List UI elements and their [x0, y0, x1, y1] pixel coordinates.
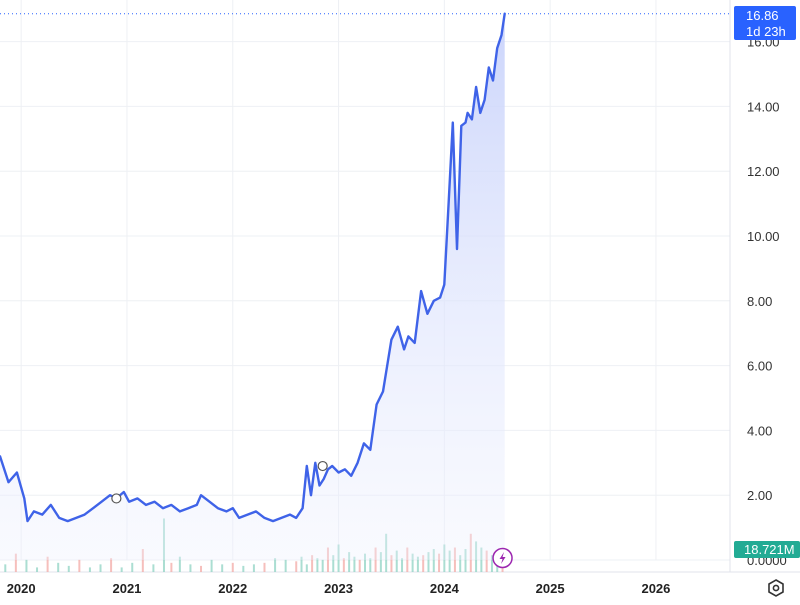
volume-bar — [490, 555, 493, 572]
x-tick-label: 2025 — [536, 581, 565, 596]
volume-bar — [242, 565, 245, 572]
volume-bar — [427, 552, 430, 572]
bar-countdown: 1d 23h — [746, 24, 786, 39]
volume-bar — [348, 552, 351, 572]
volume-bar — [401, 558, 404, 572]
volume-bar — [221, 564, 224, 572]
y-tick-label: 2.00 — [747, 488, 772, 503]
event-marker-icon[interactable] — [317, 460, 328, 472]
volume-bar — [170, 562, 173, 572]
volume-bar — [358, 559, 361, 572]
settings-button[interactable] — [766, 578, 786, 598]
volume-bar — [379, 552, 382, 572]
volume-bar — [411, 553, 414, 572]
volume-bar — [395, 550, 398, 572]
volume-tag: 18.721M — [734, 541, 800, 558]
x-tick-label: 2024 — [430, 581, 460, 596]
volume-bar — [316, 558, 319, 572]
y-tick-label: 10.00 — [747, 229, 780, 244]
x-tick-label: 2020 — [7, 581, 36, 596]
volume-bar — [369, 558, 372, 572]
volume-bar — [364, 553, 366, 572]
volume-bar — [438, 553, 441, 572]
volume-bar — [464, 549, 467, 572]
event-marker-icon[interactable] — [111, 493, 122, 504]
x-tick-label: 2021 — [112, 581, 141, 596]
volume-bar — [36, 567, 39, 572]
x-tick-label: 2022 — [218, 581, 247, 596]
y-tick-label: 6.00 — [747, 359, 772, 374]
volume-bar — [321, 559, 324, 572]
volume-bar — [274, 558, 277, 572]
volume-bar — [422, 555, 425, 572]
volume-bar — [88, 567, 91, 572]
x-tick-label: 2023 — [324, 581, 353, 596]
volume-bar — [416, 556, 419, 572]
volume-bar — [390, 555, 393, 572]
volume-bar — [284, 559, 287, 572]
volume-bar — [189, 564, 192, 572]
volume-bar — [57, 562, 60, 572]
volume-bar — [332, 555, 335, 572]
x-tick-label: 2026 — [641, 581, 670, 596]
volume-bar — [252, 564, 255, 572]
volume-bar — [25, 559, 28, 572]
volume-bar — [46, 556, 49, 572]
volume-bar — [141, 549, 144, 572]
last-price-value: 16.86 — [746, 8, 779, 23]
volume-bar — [210, 559, 213, 572]
volume-bar — [67, 565, 70, 572]
volume-bar — [432, 549, 435, 572]
price-line-group — [0, 12, 730, 523]
lightning-glyph — [499, 552, 506, 564]
volume-bar — [353, 556, 356, 572]
y-axis-ticks: 2.004.006.008.0010.0012.0014.0016.000.00… — [747, 35, 787, 568]
volume-bar — [311, 555, 314, 572]
y-tick-label: 8.00 — [747, 294, 772, 309]
volume-bar — [305, 564, 308, 572]
volume-bar — [78, 559, 81, 572]
volume-bar — [263, 562, 266, 572]
last-price-tag: 16.86 1d 23h — [734, 6, 796, 40]
volume-bar — [110, 558, 113, 572]
volume-bar — [120, 567, 123, 572]
volume-bar — [485, 550, 488, 572]
volume-bar — [4, 564, 7, 572]
y-tick-label: 14.00 — [747, 99, 780, 114]
price-area — [0, 13, 505, 560]
y-tick-label: 4.00 — [747, 423, 772, 438]
price-line — [0, 12, 506, 523]
y-tick-label: 12.00 — [747, 164, 780, 179]
volume-bar — [448, 550, 451, 572]
volume-bar — [14, 553, 17, 572]
volume-bar — [231, 562, 234, 572]
volume-bar — [131, 562, 134, 572]
volume-bar — [152, 564, 155, 572]
x-axis-ticks: 2020 2021 2022 2023 2024 2025 2026 — [7, 581, 671, 596]
volume-bar — [300, 556, 303, 572]
volume-bar — [459, 555, 462, 572]
volume-bar — [178, 556, 181, 572]
event-markers[interactable] — [111, 460, 513, 569]
volume-bar — [200, 565, 203, 572]
settings-icon — [768, 579, 784, 597]
price-area-fill — [0, 13, 505, 560]
volume-bar — [342, 558, 345, 572]
volume-bar — [99, 564, 102, 572]
volume-bar — [295, 561, 298, 572]
